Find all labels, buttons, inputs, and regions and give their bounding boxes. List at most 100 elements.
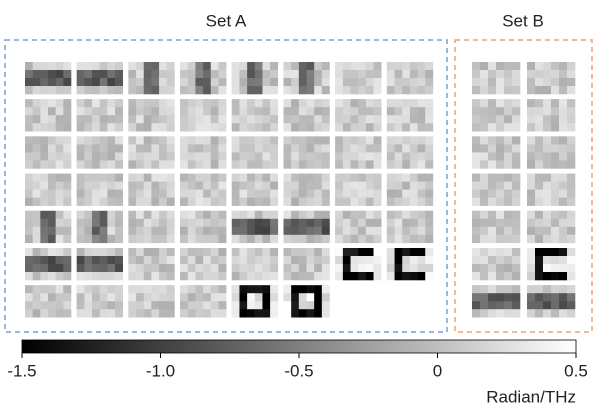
tile-pixel: [76, 107, 85, 116]
tile-pixel: [409, 152, 418, 161]
tile-pixel: [99, 144, 108, 153]
tile-pixel: [25, 123, 33, 132]
tile-pixel: [551, 136, 560, 145]
tile-pixel: [386, 264, 395, 273]
tile-pixel: [496, 248, 505, 257]
tile-pixel: [210, 272, 219, 281]
tile-pixel: [321, 226, 330, 236]
tile-pixel: [210, 309, 219, 318]
tile-pixel: [567, 144, 576, 153]
tile-pixel: [306, 99, 315, 108]
tile-pixel: [63, 210, 72, 220]
tile-pixel: [291, 218, 300, 228]
tile-pixel: [512, 152, 521, 161]
tile-pixel: [409, 218, 418, 228]
tile-pixel: [180, 272, 189, 281]
tile-pixel: [115, 107, 123, 116]
tile-pixel: [151, 62, 160, 71]
tile-pixel: [32, 285, 41, 294]
tile-pixel: [394, 226, 403, 236]
tile-pixel: [247, 264, 256, 273]
tile-pixel: [527, 285, 536, 294]
tile-pixel: [365, 107, 374, 116]
tile-pixel: [270, 234, 279, 244]
tile-pixel: [203, 99, 212, 108]
tile-pixel: [504, 144, 513, 153]
tile-pixel: [425, 78, 434, 87]
tile-pixel: [25, 309, 33, 318]
tile-pixel: [342, 197, 351, 206]
tile-pixel: [527, 152, 536, 161]
tile-pixel: [512, 144, 521, 153]
tile-pixel: [262, 70, 271, 79]
tile-pixel: [166, 272, 175, 281]
tile-pixel: [321, 309, 330, 318]
tile-pixel: [488, 301, 497, 310]
tile-pixel: [92, 210, 100, 220]
tile-pixel: [159, 234, 168, 244]
tile-pixel: [254, 152, 263, 161]
tile-pixel: [335, 99, 344, 108]
tile-pixel: [115, 256, 123, 265]
tile-pixel: [472, 160, 481, 169]
tile-pixel: [239, 173, 248, 182]
tile-pixel: [342, 136, 351, 145]
tile-pixel: [107, 197, 116, 206]
tile-pixel: [210, 181, 219, 190]
tile-pixel: [472, 70, 481, 79]
tile-pixel: [195, 256, 204, 265]
tile-pixel: [283, 301, 292, 310]
tile-pixel: [187, 152, 196, 161]
tile-pixel: [365, 78, 374, 87]
tile-pixel: [535, 293, 544, 302]
tile-pixel: [254, 123, 263, 132]
tile-pixel: [25, 301, 33, 310]
tile-pixel: [425, 136, 434, 145]
tile-pixel: [32, 86, 41, 95]
tile-pixel: [386, 197, 395, 206]
tile-pixel: [40, 272, 49, 281]
tile-pixel: [159, 173, 168, 182]
tile-pixel: [358, 256, 367, 265]
tile-pixel: [306, 144, 315, 153]
tile-pixel: [136, 301, 145, 310]
tile-pixel: [535, 86, 544, 95]
tile-pixel: [99, 301, 108, 310]
tile-pixel: [567, 272, 576, 281]
tile-pixel: [99, 107, 108, 116]
tile-pixel: [32, 256, 41, 265]
tile-pixel: [128, 136, 137, 145]
tile-pixel: [425, 123, 434, 132]
tile-pixel: [262, 107, 271, 116]
tile-pixel: [365, 144, 374, 153]
tile-pixel: [107, 173, 116, 182]
tile-pixel: [394, 234, 403, 244]
tile-pixel: [321, 218, 330, 228]
tile-pixel: [365, 152, 374, 161]
tile-pixel: [472, 189, 481, 198]
tile-pixel: [195, 62, 204, 71]
tile-pixel: [262, 210, 271, 220]
tick-label: -1.5: [7, 361, 36, 380]
tile-pixel: [32, 197, 41, 206]
tile-pixel: [254, 86, 263, 95]
tile-pixel: [504, 70, 513, 79]
tile-pixel: [247, 293, 256, 302]
tile-pixel: [543, 189, 552, 198]
tile-pixel: [63, 62, 72, 71]
tile-pixel: [136, 226, 145, 236]
tile-pixel: [143, 256, 152, 265]
tile-pixel: [203, 197, 212, 206]
tile-pixel: [472, 107, 481, 116]
tile-pixel: [373, 115, 382, 124]
tile-pixel: [373, 62, 382, 71]
tile-pixel: [559, 234, 568, 244]
tile-pixel: [298, 152, 307, 161]
tile-pixel: [402, 248, 411, 257]
tile-pixel: [488, 107, 497, 116]
tile-pixel: [402, 115, 411, 124]
tile-pixel: [342, 264, 351, 273]
tile-pixel: [203, 293, 212, 302]
tile-pixel: [262, 115, 271, 124]
tile-pixel: [48, 285, 56, 294]
